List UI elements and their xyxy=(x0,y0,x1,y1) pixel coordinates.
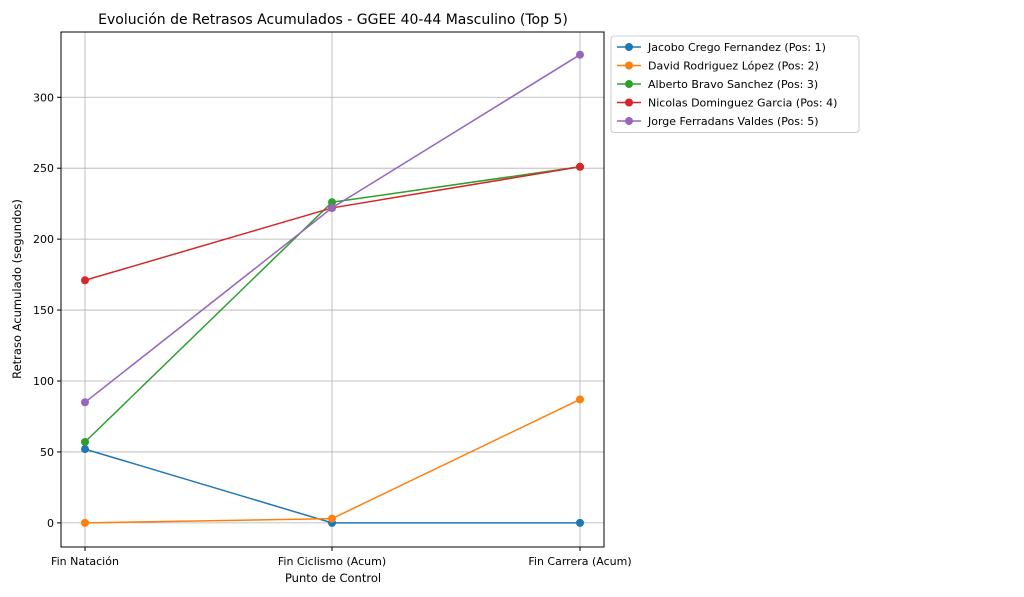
series-line xyxy=(84,166,581,281)
legend-label: Jacobo Crego Fernandez (Pos: 1) xyxy=(647,41,826,54)
y-tick-label: 250 xyxy=(33,162,54,175)
legend-label: Nicolas Dominguez Garcia (Pos: 4) xyxy=(648,97,837,110)
legend: Jacobo Crego Fernandez (Pos: 1) David Rod… xyxy=(610,35,860,133)
x-axis-title: Punto de Control xyxy=(285,571,381,585)
series-layer xyxy=(81,50,584,527)
legend-label: Alberto Bravo Sanchez (Pos: 3) xyxy=(648,78,818,91)
x-tick-label: Fin Natación xyxy=(51,555,119,568)
plot-frame xyxy=(60,31,605,548)
data-point xyxy=(81,398,89,407)
legend-marker xyxy=(625,117,633,125)
data-point xyxy=(81,445,89,454)
legend-marker xyxy=(625,43,633,51)
data-point xyxy=(81,438,89,447)
y-tick-label: 50 xyxy=(40,446,54,459)
y-tick-label: 0 xyxy=(47,517,54,530)
x-tick-label: Fin Ciclismo (Acum) xyxy=(278,555,386,568)
data-point xyxy=(81,276,89,285)
data-point xyxy=(576,395,584,404)
legend-label: Jorge Ferradans Valdes (Pos: 5) xyxy=(647,115,819,128)
legend-label: David Rodriguez López (Pos: 2) xyxy=(648,60,819,73)
grid xyxy=(61,32,604,547)
series-line xyxy=(84,398,581,524)
data-point xyxy=(81,518,89,527)
ticks: 0 50 100 150 200 250 300 Fin Natación Fin Ciclis… xyxy=(33,91,632,568)
y-tick-label: 200 xyxy=(33,233,54,246)
data-point xyxy=(576,162,584,171)
y-tick-label: 300 xyxy=(33,91,54,104)
legend-box xyxy=(610,35,860,133)
y-axis-title: Retraso Acumulado (segundos) xyxy=(10,199,24,379)
legend-marker xyxy=(625,80,633,88)
data-point xyxy=(576,518,584,527)
y-tick-label: 150 xyxy=(33,304,54,317)
data-point xyxy=(328,198,336,207)
series-line xyxy=(84,448,580,524)
y-tick-label: 100 xyxy=(33,375,54,388)
data-point xyxy=(576,50,584,59)
data-point xyxy=(328,203,336,212)
chart-title: Evolución de Retrasos Acumulados - GGEE … xyxy=(98,12,568,28)
x-tick-label: Fin Carrera (Acum) xyxy=(528,555,631,568)
legend-marker xyxy=(625,61,633,70)
legend-marker xyxy=(625,98,633,107)
series-line xyxy=(84,54,581,403)
data-point xyxy=(328,514,336,523)
